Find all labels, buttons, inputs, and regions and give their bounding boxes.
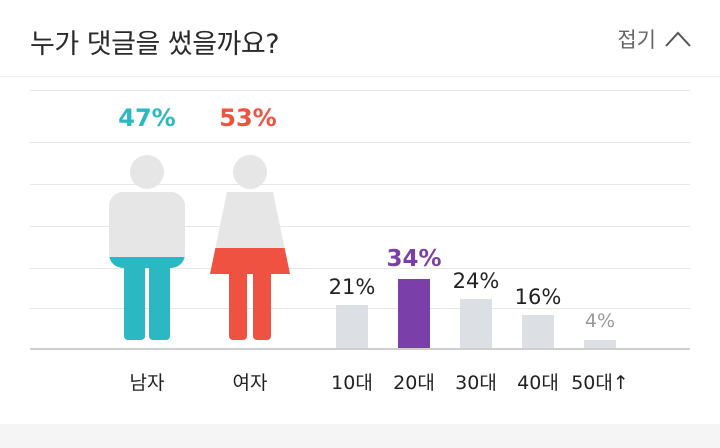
grid-line	[30, 142, 690, 143]
age-bar	[584, 339, 616, 348]
header-divider	[0, 76, 720, 77]
female-percent-label: 53%	[219, 104, 277, 132]
age-axis-label: 10대	[331, 372, 373, 394]
age-bar	[398, 278, 430, 348]
grid-line	[30, 268, 690, 269]
chevron-up-icon	[665, 31, 691, 47]
age-axis-label: 20대	[393, 372, 435, 394]
age-axis-label: 30대	[455, 372, 497, 394]
collapse-button[interactable]: 접기	[617, 24, 692, 54]
female-figure-icon	[210, 155, 290, 340]
age-bar	[460, 299, 492, 348]
age-bar-value-label: 34%	[386, 245, 442, 272]
grid-line	[30, 226, 690, 227]
age-axis-label: 40대	[517, 372, 559, 394]
age-bar-value-label: 21%	[328, 275, 376, 300]
collapse-label: 접기	[617, 28, 656, 52]
age-axis-label: 50대↑	[571, 372, 629, 394]
male-figure-icon	[109, 155, 185, 340]
age-bar-value-label: 4%	[584, 309, 616, 332]
male-percent-label: 47%	[118, 104, 176, 132]
female-axis-label: 여자	[232, 372, 268, 394]
grid-line	[30, 90, 690, 91]
age-bar	[522, 315, 554, 348]
age-bar-value-label: 16%	[514, 285, 562, 310]
chart-baseline	[30, 348, 690, 350]
comment-stats-card: 누가 댓글을 썼을까요? 접기 47% 53%	[0, 24, 720, 394]
section-title: 누가 댓글을 썼을까요?	[30, 29, 280, 60]
age-bar-value-label: 24%	[452, 269, 500, 294]
male-axis-label: 남자	[129, 372, 165, 394]
age-bar	[336, 305, 368, 348]
grid-line	[30, 184, 690, 185]
